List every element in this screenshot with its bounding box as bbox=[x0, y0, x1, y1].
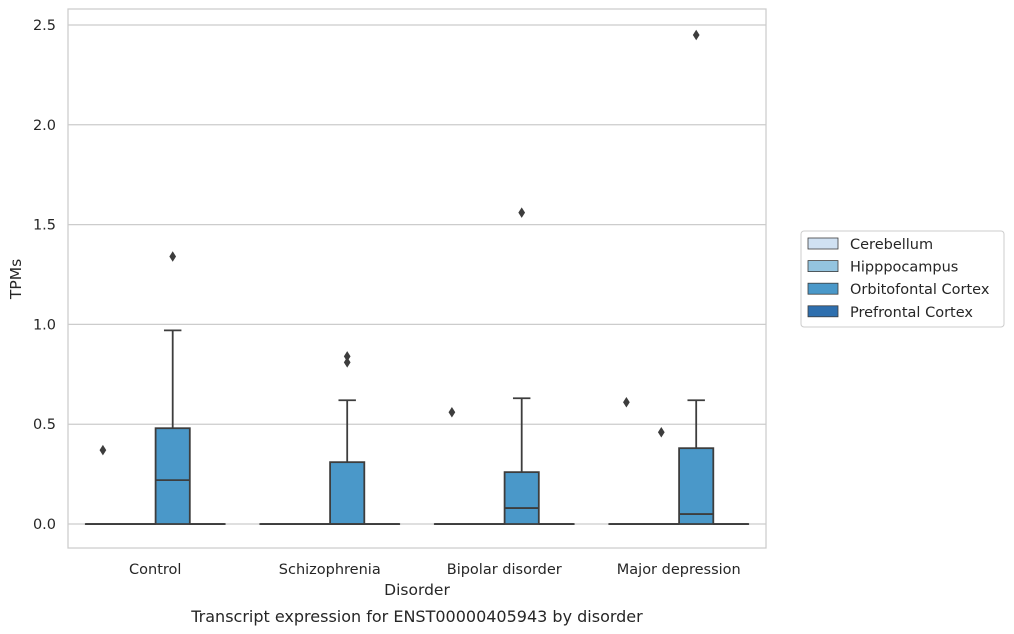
chart-caption: Transcript expression for ENST0000040594… bbox=[190, 607, 643, 626]
box bbox=[329, 461, 366, 525]
outlier-point bbox=[99, 444, 107, 456]
legend-swatch bbox=[807, 305, 839, 318]
y-axis-label: TPMs bbox=[7, 259, 25, 300]
legend-swatch bbox=[807, 282, 839, 295]
legend-label: Hipppocampus bbox=[850, 260, 958, 276]
box-plots bbox=[84, 29, 750, 525]
y-tick-label: 2.5 bbox=[33, 18, 56, 34]
outlier-point bbox=[343, 357, 351, 368]
legend: Cerebellum Hipppocampus Orbitofontal Corte… bbox=[800, 230, 1005, 328]
x-tick-labels: Control Schizophrenia Bipolar disorder Majo… bbox=[129, 562, 741, 578]
legend-swatch bbox=[807, 237, 839, 250]
x-tick-label: Control bbox=[129, 562, 181, 578]
x-axis-label: Disorder bbox=[384, 581, 450, 599]
box-plot bbox=[154, 251, 191, 525]
legend-label: Cerebellum bbox=[850, 237, 933, 253]
outlier-point bbox=[518, 207, 526, 218]
outlier-point bbox=[657, 426, 665, 438]
outlier-point bbox=[169, 251, 177, 262]
box-plot bbox=[329, 351, 366, 525]
outlier-point bbox=[692, 29, 700, 41]
legend-frame bbox=[800, 230, 1005, 328]
y-tick-label: 2.0 bbox=[33, 118, 56, 134]
outlier-point bbox=[343, 351, 351, 362]
y-tick-label: 0.5 bbox=[33, 417, 56, 433]
y-tick-labels: 0.0 0.5 1.0 1.5 2.0 2.5 bbox=[33, 18, 56, 533]
legend-swatch bbox=[807, 260, 839, 273]
legend-label: Prefrontal Cortex bbox=[850, 305, 973, 321]
y-tick-label: 0.0 bbox=[33, 517, 56, 533]
x-tick-label: Schizophrenia bbox=[279, 562, 381, 578]
y-tick-label: 1.5 bbox=[33, 218, 56, 234]
box bbox=[503, 471, 540, 525]
outlier-point bbox=[623, 397, 630, 408]
legend-label: Orbitofontal Cortex bbox=[850, 282, 990, 298]
box bbox=[154, 427, 191, 525]
x-tick-label: Major depression bbox=[617, 562, 741, 578]
box-plot bbox=[678, 29, 715, 525]
y-tick-label: 1.0 bbox=[33, 317, 56, 333]
box bbox=[678, 447, 715, 525]
plot-frame bbox=[67, 8, 767, 549]
outlier-point bbox=[448, 407, 456, 418]
box-plot bbox=[503, 207, 540, 525]
x-tick-label: Bipolar disorder bbox=[447, 562, 562, 578]
